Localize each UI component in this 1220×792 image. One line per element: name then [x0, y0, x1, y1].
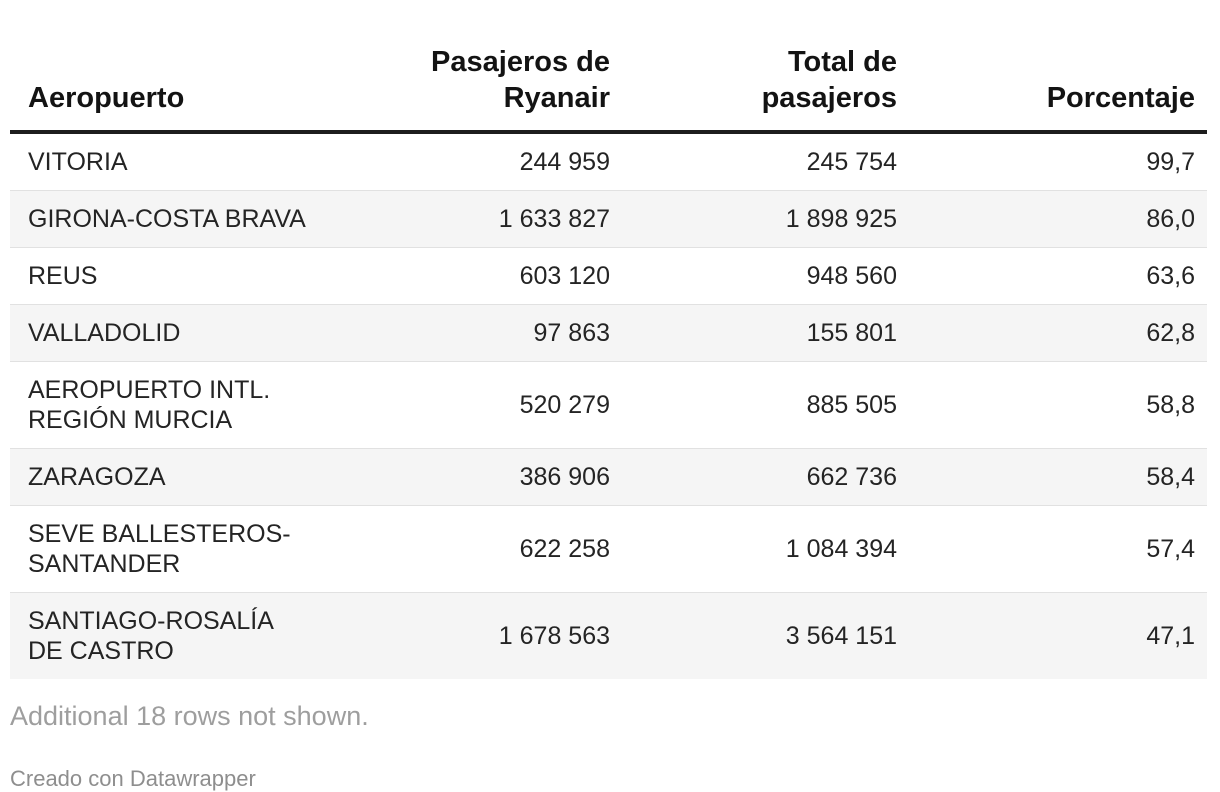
table-row: SEVE BALLESTEROS- SANTANDER 622 258 1 08…	[10, 505, 1207, 593]
cell-aeropuerto: SANTIAGO-ROSALÍA DE CASTRO	[10, 592, 350, 679]
cell-pasajeros-ryanair: 603 120	[350, 247, 622, 305]
additional-rows-notice: Additional 18 rows not shown.	[10, 701, 369, 731]
table-row: REUS 603 120 948 560 63,6	[10, 247, 1207, 305]
column-header-porcentaje: Porcentaje	[909, 0, 1207, 134]
table-row: GIRONA-COSTA BRAVA 1 633 827 1 898 925 8…	[10, 190, 1207, 248]
cell-porcentaje: 99,7	[1146, 148, 1195, 176]
cell-porcentaje: 58,8	[909, 361, 1207, 449]
cell-pasajeros-ryanair: 244 959	[519, 148, 610, 176]
datawrapper-attribution-link[interactable]: Creado con Datawrapper	[10, 766, 256, 791]
column-header-aeropuerto: Aeropuerto	[10, 0, 350, 134]
cell-porcentaje: 62,8	[909, 304, 1207, 362]
cell-porcentaje: 58,4	[909, 448, 1207, 506]
table-row: VALLADOLID 97 863 155 801 62,8	[10, 304, 1207, 362]
cell-pasajeros-ryanair: 622 258	[350, 505, 622, 593]
cell-total-pasajeros: 885 505	[622, 361, 909, 449]
cell-aeropuerto: GIRONA-COSTA BRAVA	[10, 190, 350, 248]
cell-pasajeros-ryanair: 520 279	[350, 361, 622, 449]
cell-porcentaje: 47,1	[909, 592, 1207, 679]
cell-aeropuerto: REUS	[10, 247, 350, 305]
cell-porcentaje: 86,0	[909, 190, 1207, 248]
cell-porcentaje: 63,6	[909, 247, 1207, 305]
cell-aeropuerto: AEROPUERTO INTL. REGIÓN MURCIA	[10, 361, 350, 449]
cell-total-pasajeros: 1 898 925	[622, 190, 909, 248]
cell-porcentaje: 57,4	[909, 505, 1207, 593]
cell-pasajeros-ryanair: 97 863	[350, 304, 622, 362]
cell-pasajeros-ryanair: 1 633 827	[350, 190, 622, 248]
cell-aeropuerto: VALLADOLID	[10, 304, 350, 362]
cell-total-pasajeros: 245 754	[806, 148, 897, 176]
cell-total-pasajeros: 948 560	[622, 247, 909, 305]
header-row: Aeropuerto Pasajeros de Ryanair Total de…	[10, 0, 1207, 134]
column-header-pasajeros-ryanair: Pasajeros de Ryanair	[350, 0, 622, 134]
column-header-total-pasajeros: Total de pasajeros	[622, 0, 909, 134]
table-row: VITORIA 244 959 245 754 99,7	[10, 132, 1207, 191]
cell-total-pasajeros: 662 736	[622, 448, 909, 506]
cell-total-pasajeros: 1 084 394	[622, 505, 909, 593]
table-row: ZARAGOZA 386 906 662 736 58,4	[10, 448, 1207, 506]
airports-ryanair-table: Aeropuerto Pasajeros de Ryanair Total de…	[10, 0, 1207, 679]
table-row: SANTIAGO-ROSALÍA DE CASTRO 1 678 563 3 5…	[10, 592, 1207, 679]
cell-total-pasajeros: 155 801	[622, 304, 909, 362]
cell-aeropuerto: SEVE BALLESTEROS- SANTANDER	[10, 505, 350, 593]
cell-aeropuerto: ZARAGOZA	[10, 448, 350, 506]
cell-pasajeros-ryanair: 1 678 563	[350, 592, 622, 679]
cell-aeropuerto: VITORIA	[28, 148, 128, 176]
table-header: Aeropuerto Pasajeros de Ryanair Total de…	[10, 0, 1207, 134]
table-row: AEROPUERTO INTL. REGIÓN MURCIA 520 279 8…	[10, 361, 1207, 449]
cell-total-pasajeros: 3 564 151	[622, 592, 909, 679]
cell-pasajeros-ryanair: 386 906	[350, 448, 622, 506]
table-body: VITORIA 244 959 245 754 99,7 GIRONA-COST…	[10, 132, 1207, 679]
